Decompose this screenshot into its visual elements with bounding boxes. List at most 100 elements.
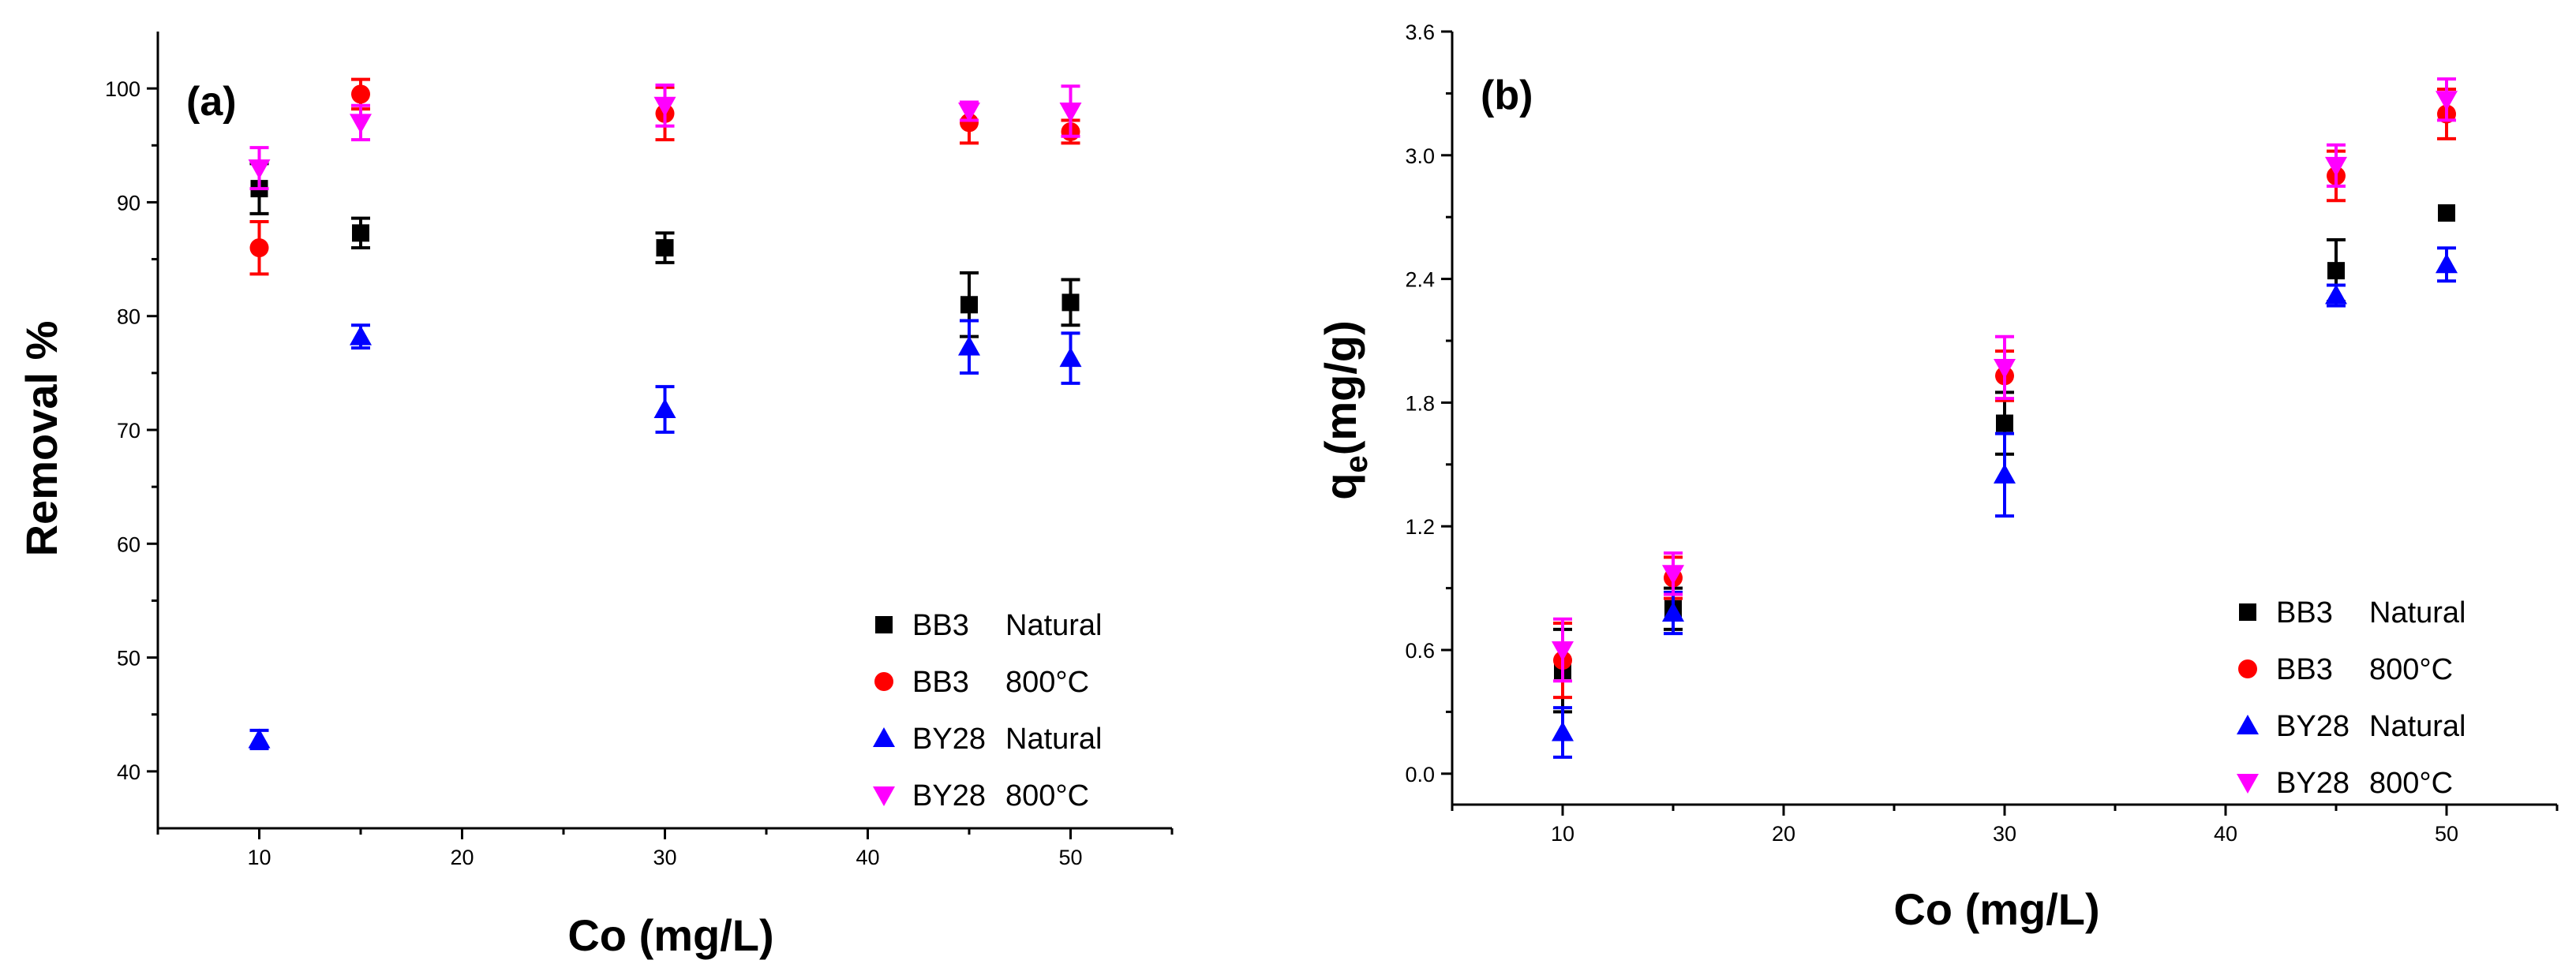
panel-b-y-tick-label: 3.0 (1405, 144, 1435, 168)
data-point (2438, 204, 2455, 222)
ylabel-main: q (1316, 473, 1365, 500)
panel-b-y-axis-title: qe(mg/g) (1316, 320, 1374, 500)
panel-b-series-4 (1552, 77, 2458, 683)
panel-b-x-tick-label: 40 (2214, 822, 2237, 846)
legend-series-name: BY28 (2276, 767, 2349, 800)
legend-series-condition: 800°C (2369, 653, 2453, 686)
panel-a-y-axis-title: Removal % (17, 321, 66, 557)
data-point (1059, 347, 1082, 368)
data-point (249, 238, 269, 258)
panel-a-legend-label-3: BY28 Natural (912, 723, 1103, 756)
panel-a-legend-label-4: BY28 800°C (912, 779, 1089, 812)
data-point (1552, 641, 1574, 661)
panel-b-y-tick-label: 1.8 (1405, 391, 1435, 415)
legend-series-condition: Natural (1005, 723, 1103, 756)
data-point (350, 114, 372, 134)
data-point (960, 113, 979, 133)
panel-b-legend-marker-1 (2239, 603, 2256, 621)
panel-b: 10 20 30 40 50 0.0 0.6 1.2 1.8 2.4 3.0 3.6 BB3 Natura… (1316, 21, 2559, 934)
panel-a-y-tick-label: 100 (105, 77, 140, 101)
data-point (350, 325, 372, 346)
panel-a-x-tick-label: 40 (856, 846, 879, 869)
data-point (653, 96, 676, 117)
plot-area-b: 10 20 30 40 50 0.0 0.6 1.2 1.8 2.4 3.0 3.6 BB3 Natura… (1405, 21, 2559, 846)
panel-b-series-3 (1552, 246, 2458, 759)
panel-b-legend-marker-4 (2237, 774, 2259, 794)
plot-area-a: 10 20 30 40 50 40 50 60 70 80 90 100 BB3 Natural BB3 80… (105, 32, 1174, 869)
data-point (352, 224, 369, 242)
data-point (1996, 414, 2013, 432)
ylabel-rest: (mg/g) (1316, 320, 1365, 455)
data-point (653, 398, 676, 419)
panel-b-legend-label-2: BB3 800°C (2276, 653, 2453, 686)
panel-b-legend-label-1: BB3 Natural (2276, 596, 2466, 629)
data-point (1552, 721, 1574, 742)
panel-b-x-tick-label: 20 (1772, 822, 1795, 846)
data-point (960, 296, 978, 314)
legend-series-condition: Natural (1005, 609, 1103, 642)
panel-a-y-tick-label: 60 (117, 532, 140, 556)
data-point (248, 728, 271, 749)
legend-series-name: BY28 (912, 779, 986, 812)
panel-a-series-3 (248, 319, 1082, 750)
data-point (1061, 293, 1080, 312)
panel-b-y-tick-label: 0.6 (1405, 639, 1435, 663)
panel-a-legend-label-2: BB3 800°C (912, 666, 1089, 699)
legend-series-name: BY28 (2276, 710, 2349, 743)
panel-a-x-tick-label: 30 (653, 846, 676, 869)
panel-b-x-tick-label: 10 (1551, 822, 1574, 846)
legend-series-condition: 800°C (1005, 779, 1089, 812)
panel-b-y-tick-label: 3.6 (1405, 21, 1435, 44)
panel-a-y-tick-label: 80 (117, 305, 140, 329)
data-point (1994, 358, 2016, 379)
panel-b-x-tick-label: 50 (2435, 822, 2458, 846)
panel-a-y-tick-label: 70 (117, 419, 140, 443)
panel-a-legend-marker-3 (873, 727, 895, 747)
legend-series-name: BB3 (912, 609, 969, 642)
panel-a-legend-marker-2 (874, 672, 893, 691)
panel-b-y-tick-label: 0.0 (1405, 763, 1435, 786)
panel-a-series-4 (248, 83, 1082, 191)
panel-a-label: (a) (186, 79, 237, 125)
legend-series-name: BB3 (912, 666, 969, 699)
data-point (2436, 253, 2458, 274)
legend-series-condition: Natural (2369, 710, 2466, 743)
panel-a-legend-marker-4 (873, 786, 895, 806)
panel-b-y-tick-label: 2.4 (1405, 268, 1435, 292)
data-point (2436, 91, 2458, 111)
panel-a-y-tick-label: 90 (117, 191, 140, 215)
panel-b-legend-marker-2 (2238, 659, 2257, 678)
panel-a-legend-marker-1 (875, 616, 893, 633)
data-point (958, 103, 980, 122)
legend-series-name: BB3 (2276, 653, 2333, 686)
panel-a: 10 20 30 40 50 40 50 60 70 80 90 100 BB3 Natural BB3 80… (17, 32, 1174, 960)
legend-series-condition: Natural (2369, 596, 2466, 629)
panel-a-legend-label-1: BB3 Natural (912, 609, 1103, 642)
data-point (351, 84, 370, 104)
legend-series-condition: 800°C (1005, 666, 1089, 699)
panel-a-x-tick-label: 10 (247, 846, 271, 869)
data-point (248, 159, 271, 180)
panel-a-x-axis-title: Co (mg/L) (567, 910, 773, 960)
legend-series-name: BB3 (2276, 596, 2333, 629)
panel-b-x-tick-label: 30 (1993, 822, 2016, 846)
panel-b-x-axis-title: Co (mg/L) (1893, 884, 2099, 934)
panel-a-x-tick-label: 20 (450, 846, 474, 869)
legend-series-name: BY28 (912, 723, 986, 756)
panel-b-legend-label-3: BY28 Natural (2276, 710, 2466, 743)
panel-a-y-tick-label: 40 (117, 760, 140, 784)
data-point (1662, 601, 1684, 622)
ylabel-sub: e (1339, 455, 1374, 473)
panel-b-legend-marker-3 (2237, 715, 2259, 734)
panel-b-y-tick-label: 1.2 (1405, 515, 1435, 539)
panel-b-legend-label-4: BY28 800°C (2276, 767, 2453, 800)
legend-series-condition: 800°C (2369, 767, 2453, 800)
panel-a-series-1 (249, 162, 1080, 338)
data-point (1994, 463, 2016, 484)
data-point (1662, 565, 1684, 585)
panel-a-y-tick-label: 50 (117, 647, 140, 671)
data-point (2327, 262, 2345, 280)
panel-a-x-tick-label: 50 (1058, 846, 1082, 869)
data-point (1059, 103, 1082, 122)
